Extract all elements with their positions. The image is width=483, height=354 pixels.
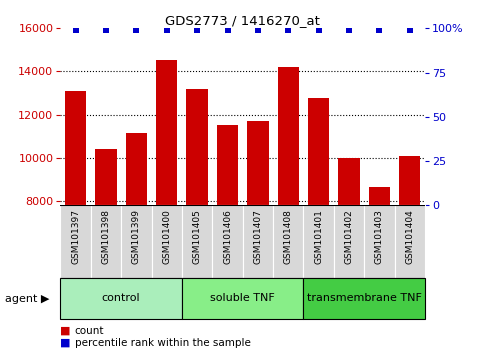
Bar — [308, 98, 329, 354]
Text: ■: ■ — [60, 338, 71, 348]
Bar — [364, 205, 395, 278]
Bar — [152, 205, 182, 278]
Text: GSM101400: GSM101400 — [162, 209, 171, 264]
Bar — [95, 149, 116, 354]
Bar — [182, 278, 303, 319]
Bar — [399, 156, 421, 354]
Bar — [334, 205, 364, 278]
Text: GSM101399: GSM101399 — [132, 209, 141, 264]
Text: GSM101406: GSM101406 — [223, 209, 232, 264]
Bar — [217, 125, 238, 354]
Text: GSM101403: GSM101403 — [375, 209, 384, 264]
Bar — [60, 205, 91, 278]
Bar — [182, 205, 213, 278]
Bar — [303, 278, 425, 319]
Bar — [65, 91, 86, 354]
Bar — [186, 89, 208, 354]
Bar — [247, 121, 269, 354]
Text: GSM101397: GSM101397 — [71, 209, 80, 264]
Title: GDS2773 / 1416270_at: GDS2773 / 1416270_at — [165, 14, 320, 27]
Text: percentile rank within the sample: percentile rank within the sample — [75, 338, 251, 348]
Text: GSM101404: GSM101404 — [405, 209, 414, 264]
Bar — [121, 205, 152, 278]
Text: control: control — [102, 293, 141, 303]
Bar — [91, 205, 121, 278]
Bar — [395, 205, 425, 278]
Text: transmembrane TNF: transmembrane TNF — [307, 293, 422, 303]
Text: GSM101401: GSM101401 — [314, 209, 323, 264]
Bar — [156, 59, 177, 354]
Text: agent ▶: agent ▶ — [5, 294, 49, 304]
Bar — [213, 205, 243, 278]
Bar — [369, 187, 390, 354]
Text: soluble TNF: soluble TNF — [210, 293, 275, 303]
Bar — [278, 67, 299, 354]
Bar — [126, 133, 147, 354]
Text: ■: ■ — [60, 326, 71, 336]
Text: GSM101408: GSM101408 — [284, 209, 293, 264]
Bar — [243, 205, 273, 278]
Text: GSM101398: GSM101398 — [101, 209, 111, 264]
Text: count: count — [75, 326, 104, 336]
Bar — [303, 205, 334, 278]
Bar — [60, 278, 182, 319]
Text: GSM101405: GSM101405 — [193, 209, 201, 264]
Text: GSM101407: GSM101407 — [254, 209, 262, 264]
Text: GSM101402: GSM101402 — [344, 209, 354, 264]
Bar — [339, 158, 360, 354]
Bar — [273, 205, 303, 278]
